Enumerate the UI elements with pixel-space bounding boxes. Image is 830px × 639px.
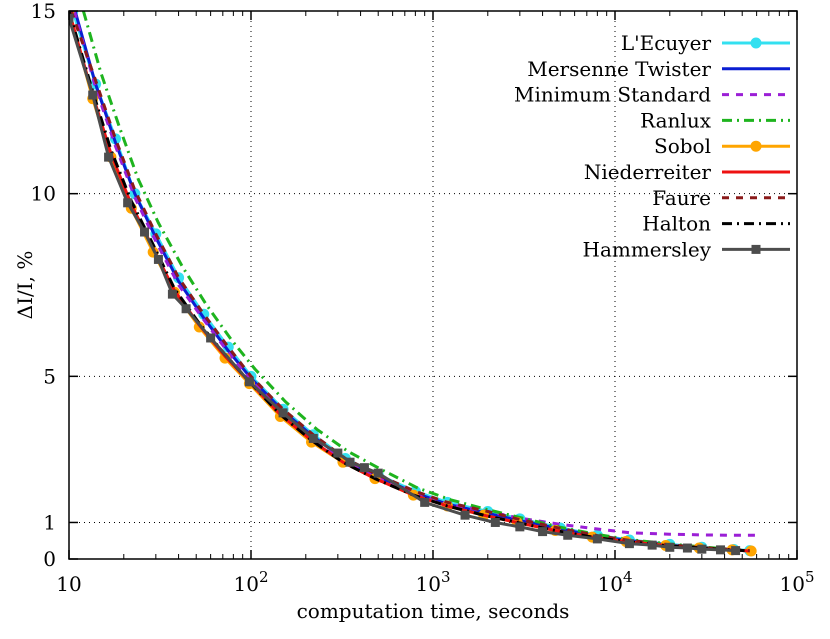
legend-item-niederreiter: Niederreiter <box>584 160 790 184</box>
legend-item-minimum-standard: Minimum Standard <box>514 83 790 107</box>
data-point <box>140 227 150 237</box>
legend-label: Faure <box>652 186 711 210</box>
data-point <box>682 543 692 553</box>
y-tick-label: 0 <box>43 547 56 571</box>
y-tick-label: 10 <box>31 182 56 206</box>
data-point <box>563 530 573 540</box>
data-point <box>104 152 114 162</box>
data-point <box>420 497 430 507</box>
data-point <box>345 457 355 467</box>
data-point <box>665 542 675 552</box>
data-point <box>333 448 343 458</box>
data-point <box>373 468 383 478</box>
y-axis-label: ΔI/I, % <box>13 251 37 320</box>
data-point <box>181 304 191 314</box>
legend-label: L'Ecuyer <box>621 31 712 55</box>
legend-label: Mersenne Twister <box>527 57 711 81</box>
series-hammersley <box>69 13 741 556</box>
data-point <box>278 408 288 418</box>
data-point <box>647 540 657 550</box>
legend-item-mersenne-twister: Mersenne Twister <box>527 57 790 81</box>
data-point <box>731 546 741 556</box>
y-tick-label: 15 <box>31 0 56 23</box>
legend-item-sobol: Sobol <box>654 134 790 158</box>
data-point <box>624 539 634 549</box>
y-tick-label: 5 <box>43 364 56 388</box>
series-layer <box>69 11 757 557</box>
series-ranlux <box>81 11 750 553</box>
data-point <box>359 463 369 473</box>
data-point <box>69 13 74 23</box>
tick-marks <box>68 10 798 560</box>
data-point <box>153 254 163 264</box>
legend-label: Halton <box>642 212 711 236</box>
legend-label: Ranlux <box>640 108 712 132</box>
legend-item-faure: Faure <box>652 186 790 210</box>
legend-marker <box>750 140 762 152</box>
legend-item-ranlux: Ranlux <box>640 108 790 132</box>
series-minimum-standard <box>72 11 757 537</box>
data-point <box>697 544 707 554</box>
legend-marker <box>751 244 761 254</box>
legend-item-l-ecuyer: L'Ecuyer <box>621 31 790 55</box>
legend-item-hammersley: Hammersley <box>583 237 790 261</box>
data-point <box>745 545 757 557</box>
data-point <box>123 198 133 208</box>
data-point <box>88 90 98 100</box>
y-tick-label: 1 <box>43 510 56 534</box>
data-point <box>308 433 318 443</box>
data-point <box>538 527 548 537</box>
data-point <box>515 522 525 532</box>
data-point <box>206 333 216 343</box>
legend-item-halton: Halton <box>642 212 790 236</box>
data-point <box>716 545 726 555</box>
data-point <box>460 510 470 520</box>
series-line-minimum-standard <box>72 11 757 537</box>
legend-label: Hammersley <box>583 237 712 261</box>
x-axis-label: computation time, seconds <box>297 599 570 623</box>
series-line-ranlux <box>81 11 750 553</box>
legend-label: Sobol <box>654 134 711 158</box>
x-tick-label: 10 <box>56 572 81 596</box>
series-line-faure <box>69 11 750 553</box>
data-point <box>592 534 602 544</box>
legend-label: Niederreiter <box>584 160 712 184</box>
data-point <box>244 377 254 387</box>
legend-label: Minimum Standard <box>514 83 711 107</box>
data-point <box>167 289 177 299</box>
series-faure <box>69 11 750 553</box>
legend-marker <box>750 37 762 49</box>
data-point <box>490 517 500 527</box>
